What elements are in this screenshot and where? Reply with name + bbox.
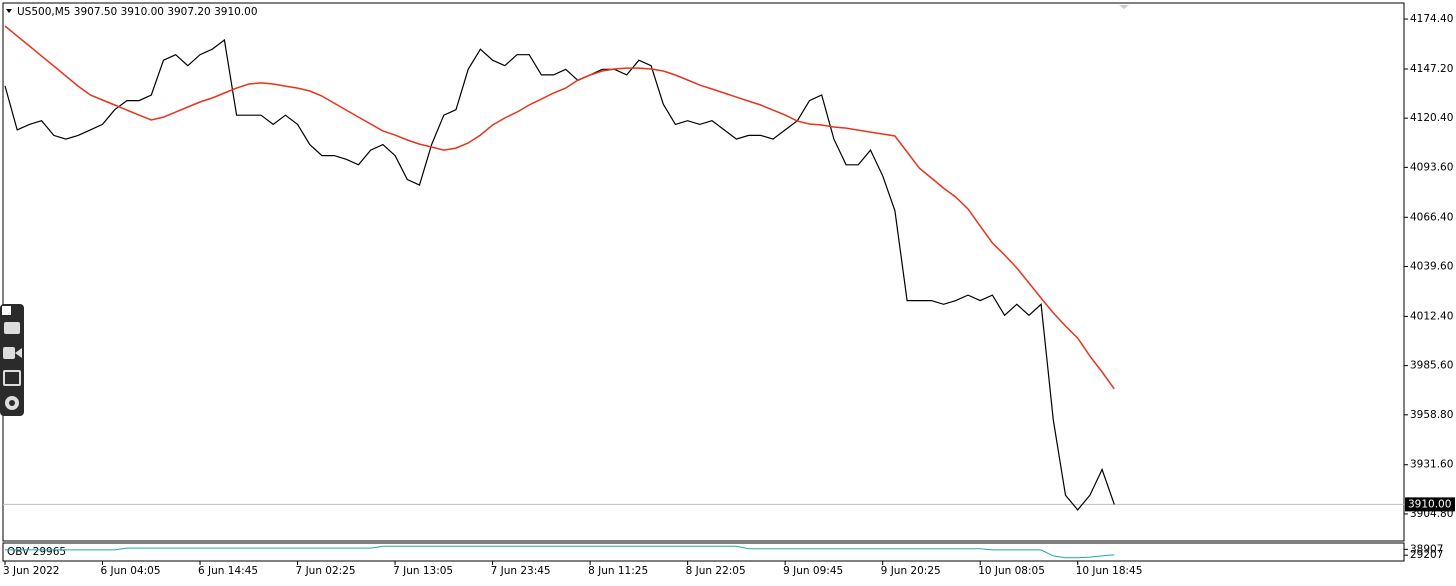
chart-title: US500,M5 3907.50 3910.00 3907.20 3910.00 xyxy=(17,6,258,18)
price-line xyxy=(4,38,1115,511)
x-tick-label: 8 Jun 11:25 xyxy=(588,565,648,577)
side-toolbar xyxy=(0,304,24,416)
y-tick-label: 4039.60 xyxy=(1410,260,1453,272)
shift-marker xyxy=(1119,5,1129,9)
x-tick-label: 10 Jun 08:05 xyxy=(978,565,1045,577)
price-line xyxy=(4,25,1115,390)
x-tick-label: 9 Jun 09:45 xyxy=(783,565,843,577)
obv-line xyxy=(5,545,1115,559)
toolbar-toggle[interactable] xyxy=(2,306,11,315)
x-tick-label: 10 Jun 18:45 xyxy=(1076,565,1143,577)
indicator-label: OBV 29965 xyxy=(7,546,66,558)
symbol-menu-arrow[interactable] xyxy=(6,9,12,13)
main-panel xyxy=(2,2,1405,542)
last-price-box xyxy=(1405,497,1455,512)
x-tick-label: 6 Jun 04:05 xyxy=(101,565,161,577)
y-tick-label: 4174.40 xyxy=(1410,13,1453,25)
gallery-button[interactable] xyxy=(3,370,21,386)
y-tick-label: 4120.40 xyxy=(1410,112,1453,124)
y-tick-label: 3985.60 xyxy=(1410,360,1453,372)
y-tick-label: 4093.60 xyxy=(1410,161,1453,173)
indicator-panel xyxy=(2,542,1405,562)
x-tick-label: 7 Jun 23:45 xyxy=(491,565,551,577)
x-tick-label: 6 Jun 14:45 xyxy=(198,565,258,577)
screenshot-button[interactable] xyxy=(4,322,20,334)
y-tick-label: 4012.40 xyxy=(1410,310,1453,322)
indicator-tick-label: 38907 xyxy=(1410,543,1443,555)
record-button-icon xyxy=(15,348,22,358)
x-tick-label: 7 Jun 02:25 xyxy=(296,565,356,577)
x-tick-label: 8 Jun 22:05 xyxy=(686,565,746,577)
y-tick-label: 3958.80 xyxy=(1410,409,1453,421)
indicator-tick-label: 29207 xyxy=(1410,549,1443,561)
record-button[interactable] xyxy=(3,347,15,359)
y-tick-label: 4066.40 xyxy=(1410,211,1453,223)
y-tick-label: 3931.60 xyxy=(1410,459,1453,471)
x-tick-label: 9 Jun 20:25 xyxy=(881,565,941,577)
settings-button-hole xyxy=(9,400,15,406)
y-tick-label: 4147.20 xyxy=(1410,63,1453,75)
x-tick-label: 7 Jun 13:05 xyxy=(393,565,453,577)
last-price-label: 3910.00 xyxy=(1408,498,1451,510)
x-tick-label: 3 Jun 2022 xyxy=(3,565,59,577)
